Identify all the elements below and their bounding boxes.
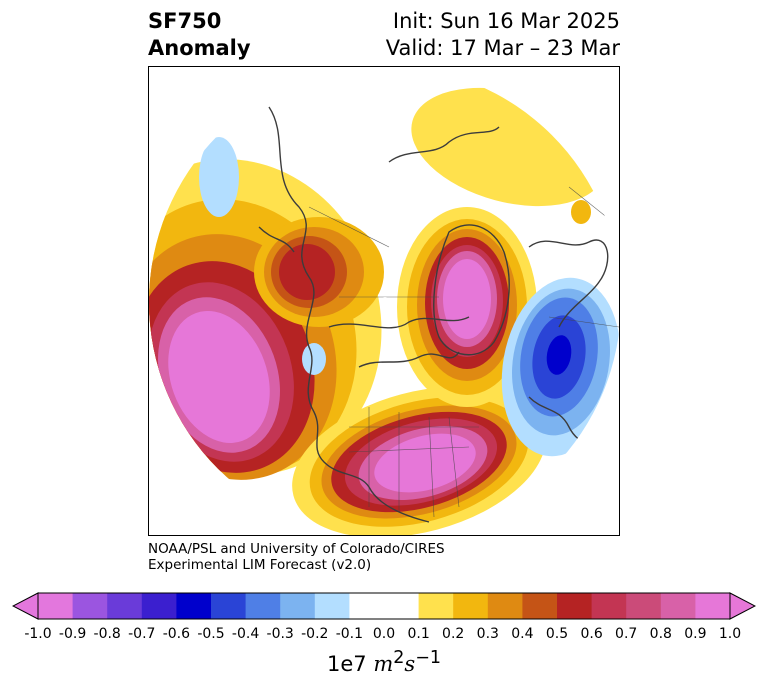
colorbar-segment bbox=[418, 593, 454, 619]
units-base: 1e7 bbox=[327, 652, 367, 676]
colorbar-segment bbox=[72, 593, 108, 619]
colorbar-tick-label: 0.2 bbox=[442, 626, 465, 642]
units-m-exp: 2 bbox=[393, 648, 405, 668]
colorbar-tick-label: -0.7 bbox=[128, 626, 156, 642]
greenland-positive-anomaly bbox=[397, 207, 537, 407]
colorbar-segment bbox=[107, 593, 143, 619]
canada-positive-anomaly bbox=[254, 217, 384, 327]
north-pole-marker bbox=[380, 297, 390, 307]
map-canvas bbox=[149, 67, 619, 535]
colorbar-segment bbox=[349, 593, 385, 619]
colorbar-tick-label: 0.8 bbox=[649, 626, 672, 642]
credits-line-2: Experimental LIM Forecast (v2.0) bbox=[148, 557, 372, 573]
title-line-1: SF750 bbox=[148, 9, 222, 33]
colorbar-tick-label: 0.1 bbox=[407, 626, 430, 642]
colorbar-segment bbox=[626, 593, 662, 619]
units-s-exp: −1 bbox=[415, 648, 441, 668]
bering-negative-anomaly bbox=[199, 137, 239, 217]
credits-line-1: NOAA/PSL and University of Colorado/CIRE… bbox=[148, 541, 445, 557]
colorbar-segment bbox=[384, 593, 420, 619]
colorbar-units: 1e7 m2s−1 bbox=[0, 648, 768, 676]
colorbar-segment bbox=[660, 593, 696, 619]
map-title: SF750 Anomaly bbox=[148, 8, 251, 62]
colorbar-segment bbox=[280, 593, 316, 619]
colorbar-tick-label: -0.9 bbox=[58, 626, 87, 642]
europe-negative-anomaly bbox=[501, 277, 619, 457]
colorbar-tick-label: -0.4 bbox=[231, 626, 260, 642]
colorbar-tick-label: -0.8 bbox=[93, 626, 121, 642]
colorbar-segment bbox=[453, 593, 489, 619]
colorbar-tick-label: -0.2 bbox=[301, 626, 329, 642]
colorbar-ticks: -1.0 -0.9 -0.8 -0.7 -0.6 -0.5 -0.4 -0.3 -0.2 -0.1… bbox=[0, 626, 768, 646]
colorbar-segment bbox=[245, 593, 281, 619]
credits: NOAA/PSL and University of Colorado/CIRE… bbox=[148, 541, 445, 573]
colorbar-tick-label: 0.4 bbox=[511, 626, 534, 642]
colorbar-outline bbox=[37, 592, 731, 620]
units-s: s bbox=[404, 652, 416, 676]
title-line-2: Anomaly bbox=[148, 36, 251, 60]
colorbar-max-extend bbox=[729, 592, 756, 620]
anomaly-map bbox=[148, 66, 620, 536]
colorbar-tick-label: 1.0 bbox=[718, 626, 742, 642]
colorbar-tick-label: -1.0 bbox=[24, 626, 52, 642]
colorbar-tick-label: 0.0 bbox=[372, 626, 396, 642]
colorbar-segment bbox=[38, 593, 74, 619]
valid-range: Valid: 17 Mar – 23 Mar bbox=[385, 36, 620, 60]
colorbar-tick-label: 0.5 bbox=[545, 626, 569, 642]
colorbar-tick-label: 0.3 bbox=[476, 626, 499, 642]
small-negative-anomaly bbox=[302, 343, 326, 375]
colorbar-tick-label: -0.3 bbox=[266, 626, 294, 642]
colorbar-tick-label: 0.7 bbox=[615, 626, 638, 642]
colorbar-segment bbox=[487, 593, 523, 619]
colorbar-segment bbox=[557, 593, 593, 619]
units-m: m bbox=[373, 652, 394, 676]
colorbar-segment bbox=[591, 593, 627, 619]
colorbar-tick-label: 0.6 bbox=[580, 626, 603, 642]
colorbar-min-extend bbox=[12, 592, 39, 620]
init-date: Init: Sun 16 Mar 2025 bbox=[392, 9, 620, 33]
colorbar-tick-label: -0.6 bbox=[162, 626, 191, 642]
colorbar-tick-label: -0.1 bbox=[335, 626, 364, 642]
colorbar bbox=[12, 592, 756, 620]
colorbar-segment bbox=[522, 593, 558, 619]
colorbar-segment bbox=[695, 593, 731, 619]
us-positive-anomaly bbox=[292, 386, 546, 535]
map-subtitle: Init: Sun 16 Mar 2025 Valid: 17 Mar – 23… bbox=[386, 8, 620, 62]
colorbar-tick-label: 0.9 bbox=[684, 626, 707, 642]
colorbar-tick-label: -0.5 bbox=[197, 626, 225, 642]
colorbar-segment bbox=[314, 593, 350, 619]
colorbar-segment bbox=[141, 593, 177, 619]
colorbar-segment bbox=[211, 593, 247, 619]
colorbar-segment bbox=[176, 593, 212, 619]
